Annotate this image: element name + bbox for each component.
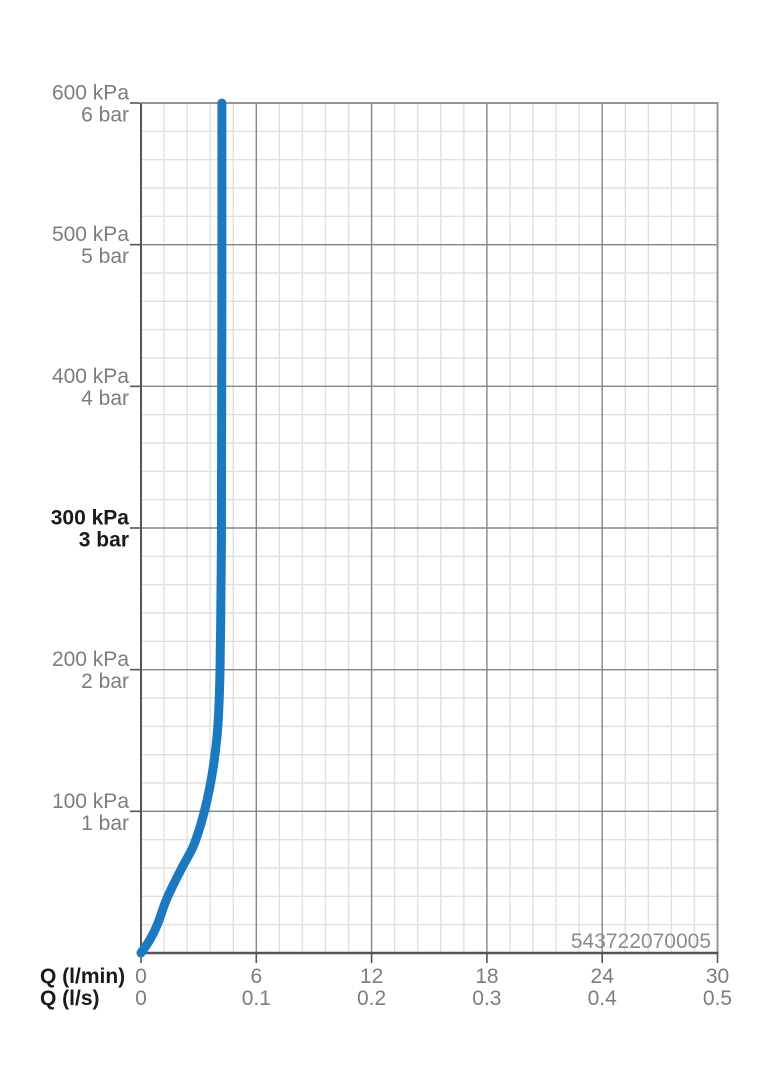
x-tick-label-lmin: 0 xyxy=(135,965,147,988)
x-axis-title-ls: Q (l/s) xyxy=(40,987,100,1010)
y-tick-label-bar: 3 bar xyxy=(79,529,129,552)
x-tick-label-ls: 0.2 xyxy=(357,987,386,1010)
grid-lines xyxy=(141,103,718,953)
x-tick-label-ls: 0.3 xyxy=(472,987,501,1010)
axes-and-ticks xyxy=(130,102,719,963)
flow-curve-series xyxy=(136,98,227,958)
y-tick-label-bar: 4 bar xyxy=(81,387,129,410)
x-tick-label-lmin: 6 xyxy=(250,965,262,988)
y-tick-label-kpa: 300 kPa xyxy=(51,507,130,530)
y-tick-label-bar: 5 bar xyxy=(81,245,129,268)
y-tick-label-kpa: 200 kPa xyxy=(52,648,129,671)
y-tick-label-kpa: 600 kPa xyxy=(52,82,129,105)
x-tick-label-ls: 0.1 xyxy=(242,987,271,1010)
x-tick-label-lmin: 30 xyxy=(706,965,729,988)
plot-frame xyxy=(141,102,719,953)
y-tick-label-bar: 6 bar xyxy=(81,104,129,127)
x-tick-label-lmin: 18 xyxy=(475,965,498,988)
x-tick-label-lmin: 24 xyxy=(591,965,615,988)
y-tick-label-kpa: 500 kPa xyxy=(52,223,129,246)
product-number: 543722070005 xyxy=(571,930,711,953)
x-axis-title-lmin: Q (l/min) xyxy=(40,965,125,988)
y-tick-label-bar: 1 bar xyxy=(81,812,129,835)
x-tick-label-lmin: 12 xyxy=(360,965,383,988)
y-tick-label-kpa: 400 kPa xyxy=(52,365,129,388)
y-tick-label-bar: 2 bar xyxy=(81,670,129,693)
x-tick-label-ls: 0.4 xyxy=(588,987,618,1010)
flow-curve-path xyxy=(136,98,227,958)
x-tick-label-ls: 0.5 xyxy=(703,987,732,1010)
x-tick-label-ls: 0 xyxy=(135,987,147,1010)
y-tick-label-kpa: 100 kPa xyxy=(52,790,129,813)
